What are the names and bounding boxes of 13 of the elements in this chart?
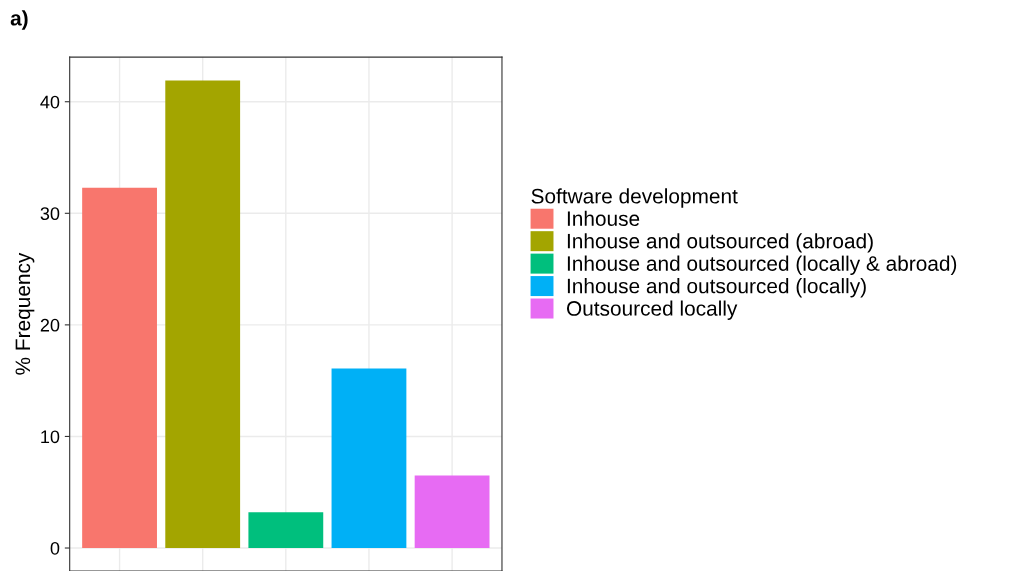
y-tick-label: 10 — [41, 430, 60, 444]
legend-label: Outsourced locally — [566, 300, 738, 320]
legend-label: Inhouse and outsourced (abroad) — [567, 233, 873, 253]
chart-title: a) — [10, 10, 28, 30]
y-tick-label: 20 — [40, 318, 60, 332]
legend-title: Software development — [531, 188, 738, 208]
y-tick-label: 40 — [40, 95, 60, 109]
y-tick-label: 0 — [50, 541, 60, 555]
y-tick-label: 30 — [40, 207, 60, 221]
legend-label: Inhouse and outsourced (locally & abroad) — [567, 255, 957, 276]
y-axis-title: % Frequency — [15, 252, 35, 375]
legend-label: Inhouse — [567, 210, 640, 227]
legend-label: Inhouse and outsourced (locally) — [567, 278, 866, 298]
